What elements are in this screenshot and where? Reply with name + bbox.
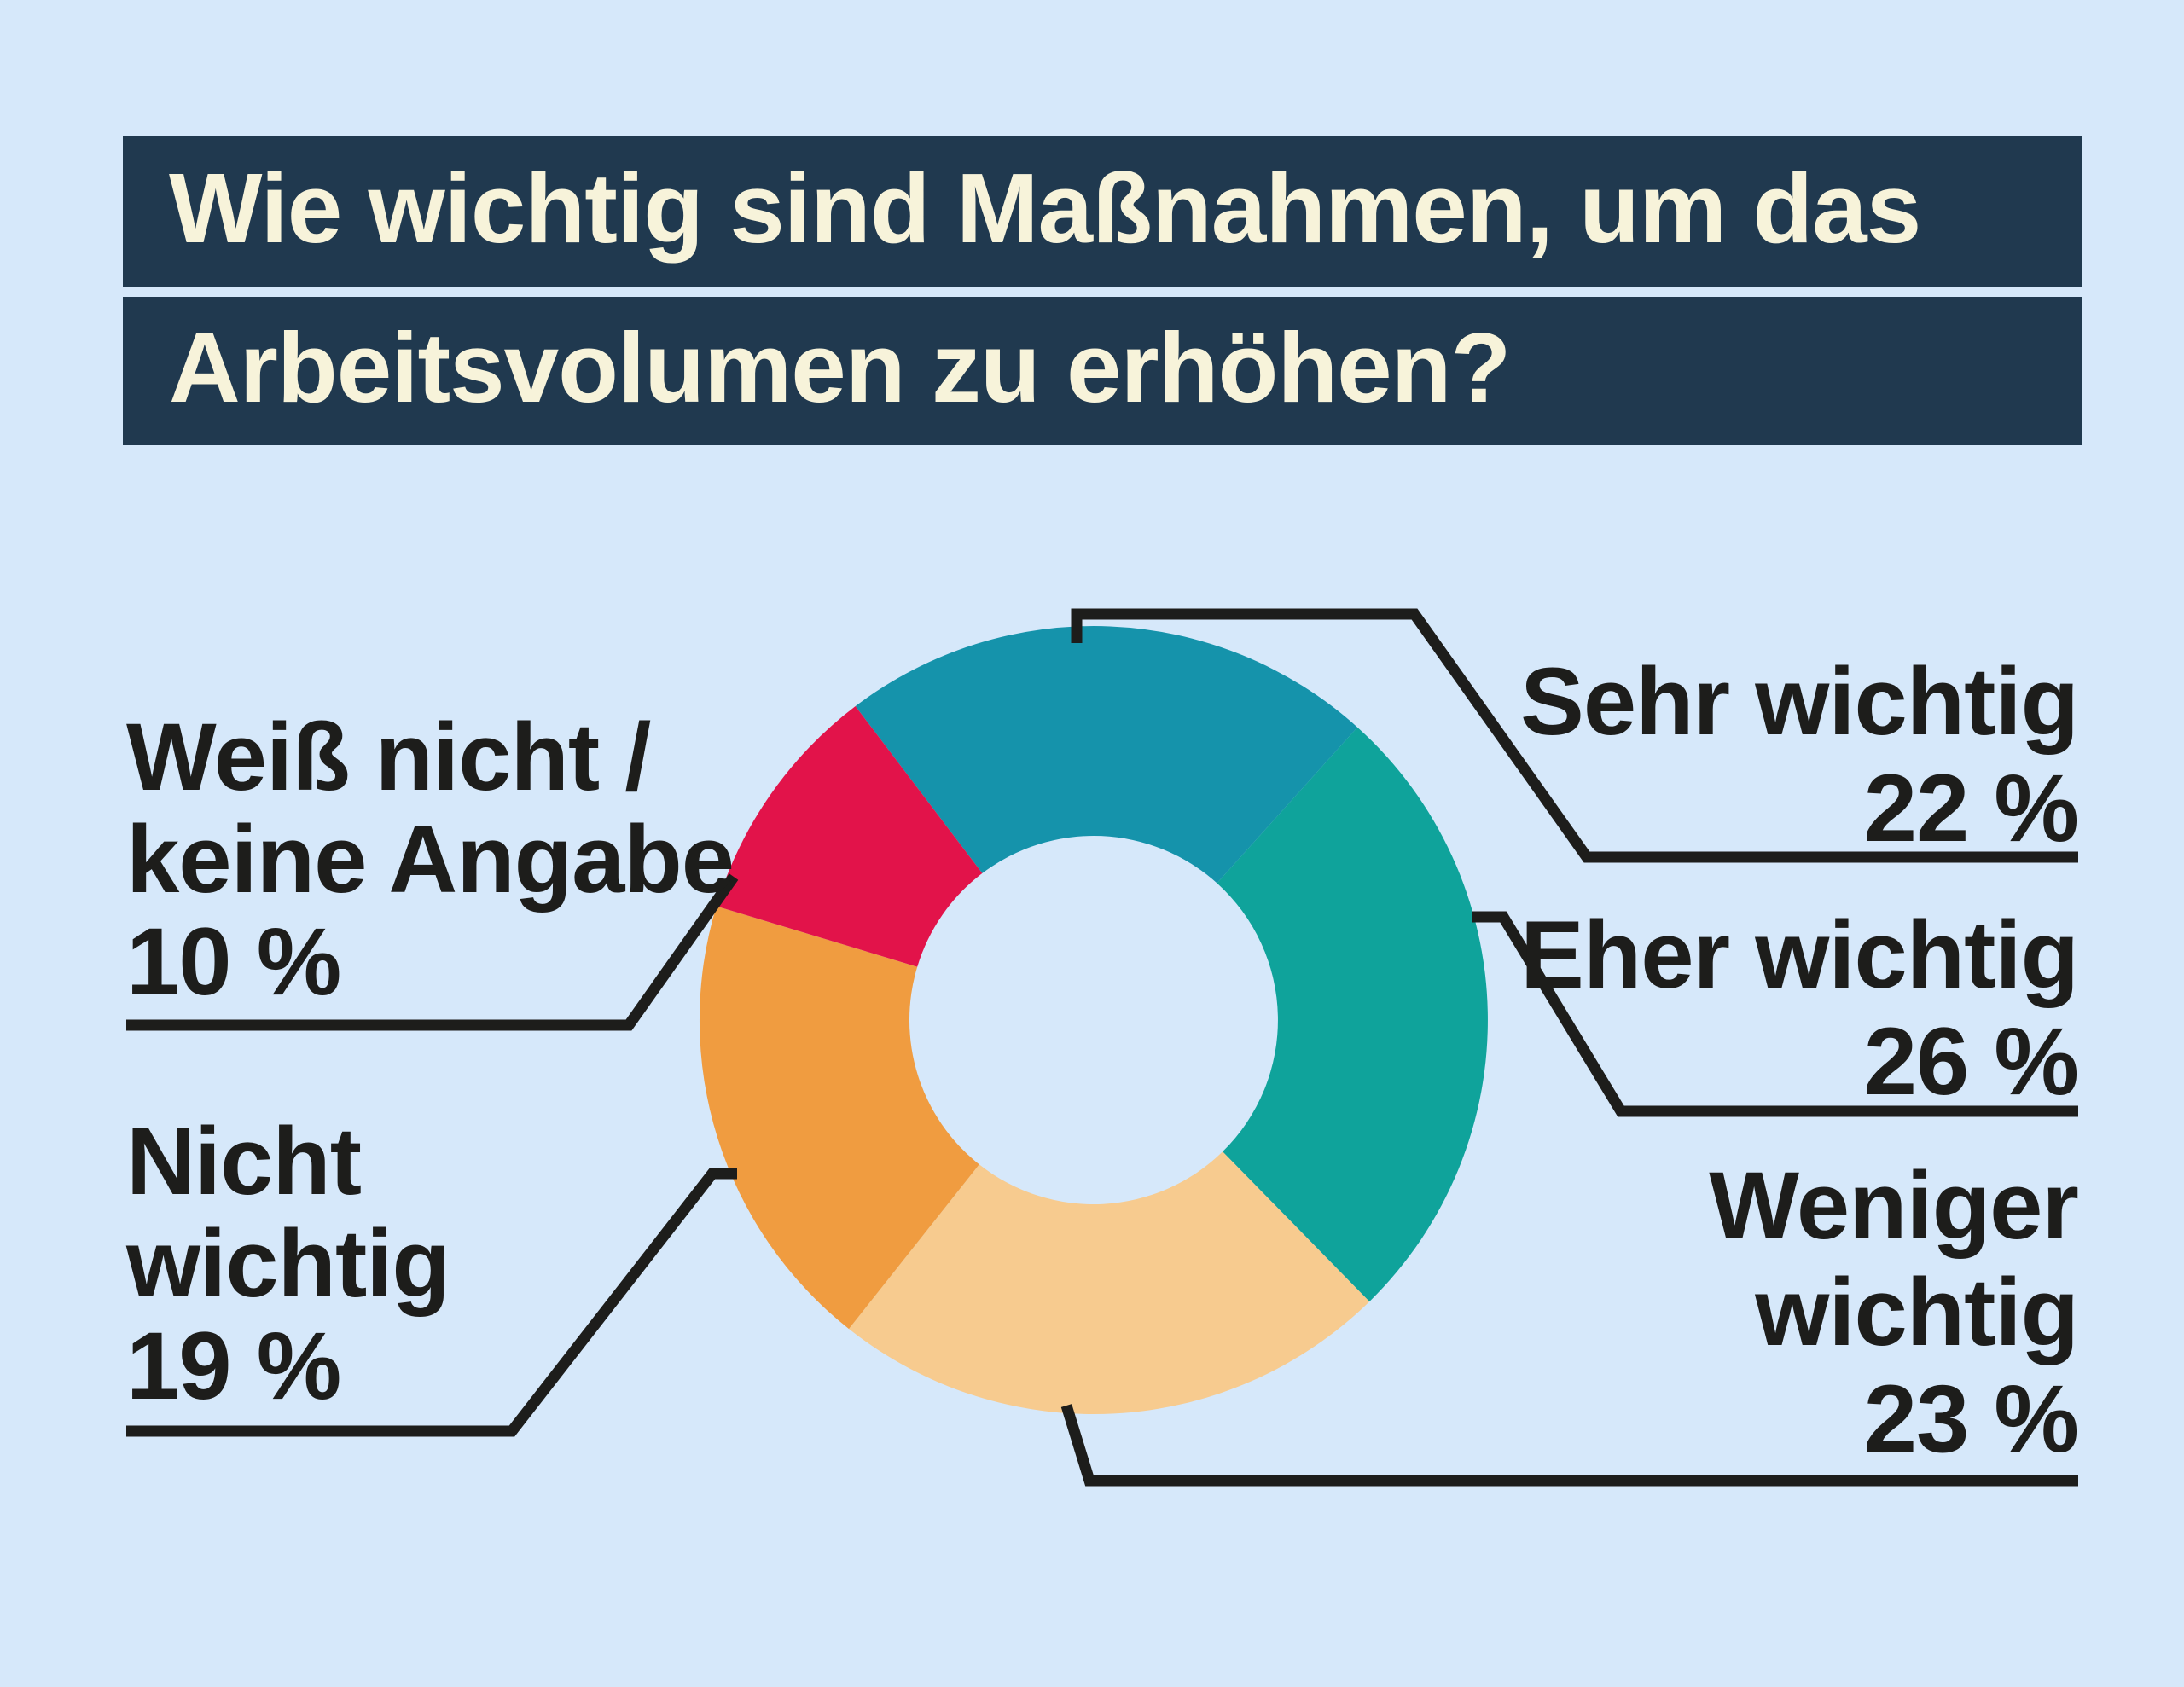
callout-sehr-wichtig: Sehr wichtig 22 % <box>1481 648 2079 861</box>
slice-weniger-wichtig <box>849 1151 1370 1415</box>
slice-sehr-wichtig <box>855 626 1358 884</box>
leader-weiss-nicht <box>126 873 739 1031</box>
title-bar-line2: Arbeitsvolumen zu erhöhen? <box>123 297 2082 445</box>
slice-wei-nicht-keine-angabe <box>716 706 983 967</box>
callout-weiss-nicht: Weiß nicht / keine Angabe 10 % <box>126 706 775 1013</box>
callout-weniger-value: 23 % <box>1863 1365 2079 1472</box>
callout-weiss-value: 10 % <box>126 908 341 1015</box>
title-text-line1: Wie wichtig sind Maßnahmen, um das <box>169 153 1921 264</box>
callout-nicht-wichtig: Nicht wichtig 19 % <box>126 1110 638 1417</box>
leader-nicht-wichtig <box>126 1168 737 1437</box>
leader-eher-wichtig <box>1472 911 2078 1117</box>
callout-weiss-line2: keine Angabe <box>126 806 735 913</box>
callout-nicht-value: 19 % <box>126 1313 341 1419</box>
callout-eher-line1: Eher wichtig <box>1520 901 2079 1008</box>
title-bar-line1: Wie wichtig sind Maßnahmen, um das <box>123 136 2082 287</box>
leader-sehr-wichtig <box>1071 608 2078 863</box>
callout-nicht-line2: wichtig <box>126 1210 450 1317</box>
title-text-line2: Arbeitsvolumen zu erhöhen? <box>169 312 1511 423</box>
leader-weniger-wichtig <box>1060 1404 2078 1487</box>
callout-weniger-wichtig: Weniger wichtig 23 % <box>1481 1152 2079 1472</box>
slice-nicht-wichtig <box>699 906 979 1330</box>
callout-weniger-line2: wichtig <box>1755 1259 2079 1365</box>
callout-sehr-value: 22 % <box>1863 755 2079 861</box>
callout-nicht-line1: Nicht <box>126 1108 362 1215</box>
callout-eher-wichtig: Eher wichtig 26 % <box>1481 901 2079 1115</box>
slice-eher-wichtig <box>1217 727 1488 1302</box>
callout-sehr-line1: Sehr wichtig <box>1520 648 2079 755</box>
callout-weniger-line1: Weniger <box>1709 1152 2079 1259</box>
callout-eher-value: 26 % <box>1863 1008 2079 1115</box>
callout-weiss-line1: Weiß nicht / <box>126 704 651 810</box>
